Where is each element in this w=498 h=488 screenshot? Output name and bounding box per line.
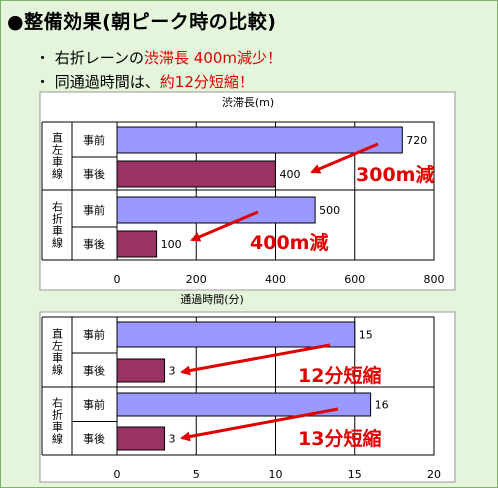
category-label: 事後	[83, 432, 105, 446]
bar-after	[116, 358, 166, 383]
x-tick-label: 600	[344, 273, 365, 286]
data-label: 400	[280, 168, 301, 181]
data-label: 720	[406, 134, 427, 147]
chart-title: 渋滞長(m)	[222, 96, 274, 109]
group-label: 右折車線	[51, 396, 64, 445]
bar-before	[116, 321, 356, 348]
bullet-highlight: 渋滞長 400m減少！	[144, 49, 283, 67]
category-label: 事後	[83, 237, 105, 251]
annotation-label: 13分短縮	[298, 427, 381, 450]
x-tick-label: 0	[114, 273, 121, 286]
data-label: 15	[359, 329, 373, 342]
x-tick-label: 400	[265, 273, 286, 286]
bullet-queue-length: ・ 右折レーンの渋滞長 400m減少！	[35, 47, 282, 68]
x-tick-label: 5	[193, 468, 200, 481]
x-tick-label: 20	[427, 468, 441, 481]
data-label: 100	[161, 238, 182, 251]
bullet-text: ・ 同通過時間は、	[35, 73, 160, 91]
x-tick-label: 15	[348, 468, 362, 481]
category-label: 事後	[83, 167, 105, 181]
data-label: 3	[169, 365, 176, 378]
bar-after	[116, 426, 166, 451]
bar-before	[116, 196, 316, 224]
category-label: 事前	[83, 203, 105, 217]
x-tick-label: 200	[186, 273, 207, 286]
annotation-label: 12分短縮	[298, 364, 381, 387]
category-label: 事前	[83, 398, 105, 412]
group-label: 直左車線	[51, 327, 64, 376]
category-label: 事後	[83, 364, 105, 378]
annotation-label: 400m減	[250, 231, 328, 254]
data-label: 3	[169, 433, 176, 446]
category-label: 事前	[83, 133, 105, 147]
bullet-travel-time: ・ 同通過時間は、約12分短縮！	[35, 71, 254, 92]
x-tick-label: 800	[424, 273, 445, 286]
annotation-arrow	[180, 343, 331, 376]
annotation-label: 300m減	[356, 163, 434, 186]
bullet-text: ・ 右折レーンの	[35, 49, 145, 67]
category-label: 事前	[83, 328, 105, 342]
bullet-highlight: 約12分短縮！	[159, 73, 254, 91]
bar-after	[116, 230, 158, 258]
group-label: 直左車線	[51, 131, 64, 180]
data-label: 16	[375, 399, 389, 412]
x-tick-label: 10	[269, 468, 283, 481]
bar-before	[116, 392, 372, 417]
chart-title: 通過時間(分)	[180, 293, 244, 306]
annotation-arrow	[180, 407, 339, 442]
x-tick-label: 0	[114, 468, 121, 481]
group-label: 右折車線	[51, 200, 64, 249]
annotation-arrow	[190, 210, 259, 242]
data-label: 500	[319, 204, 340, 217]
page-title: ●整備効果(朝ピーク時の比較)	[7, 11, 277, 33]
annotation-arrow	[310, 142, 379, 174]
bar-after	[116, 160, 276, 188]
bar-before	[116, 126, 403, 154]
